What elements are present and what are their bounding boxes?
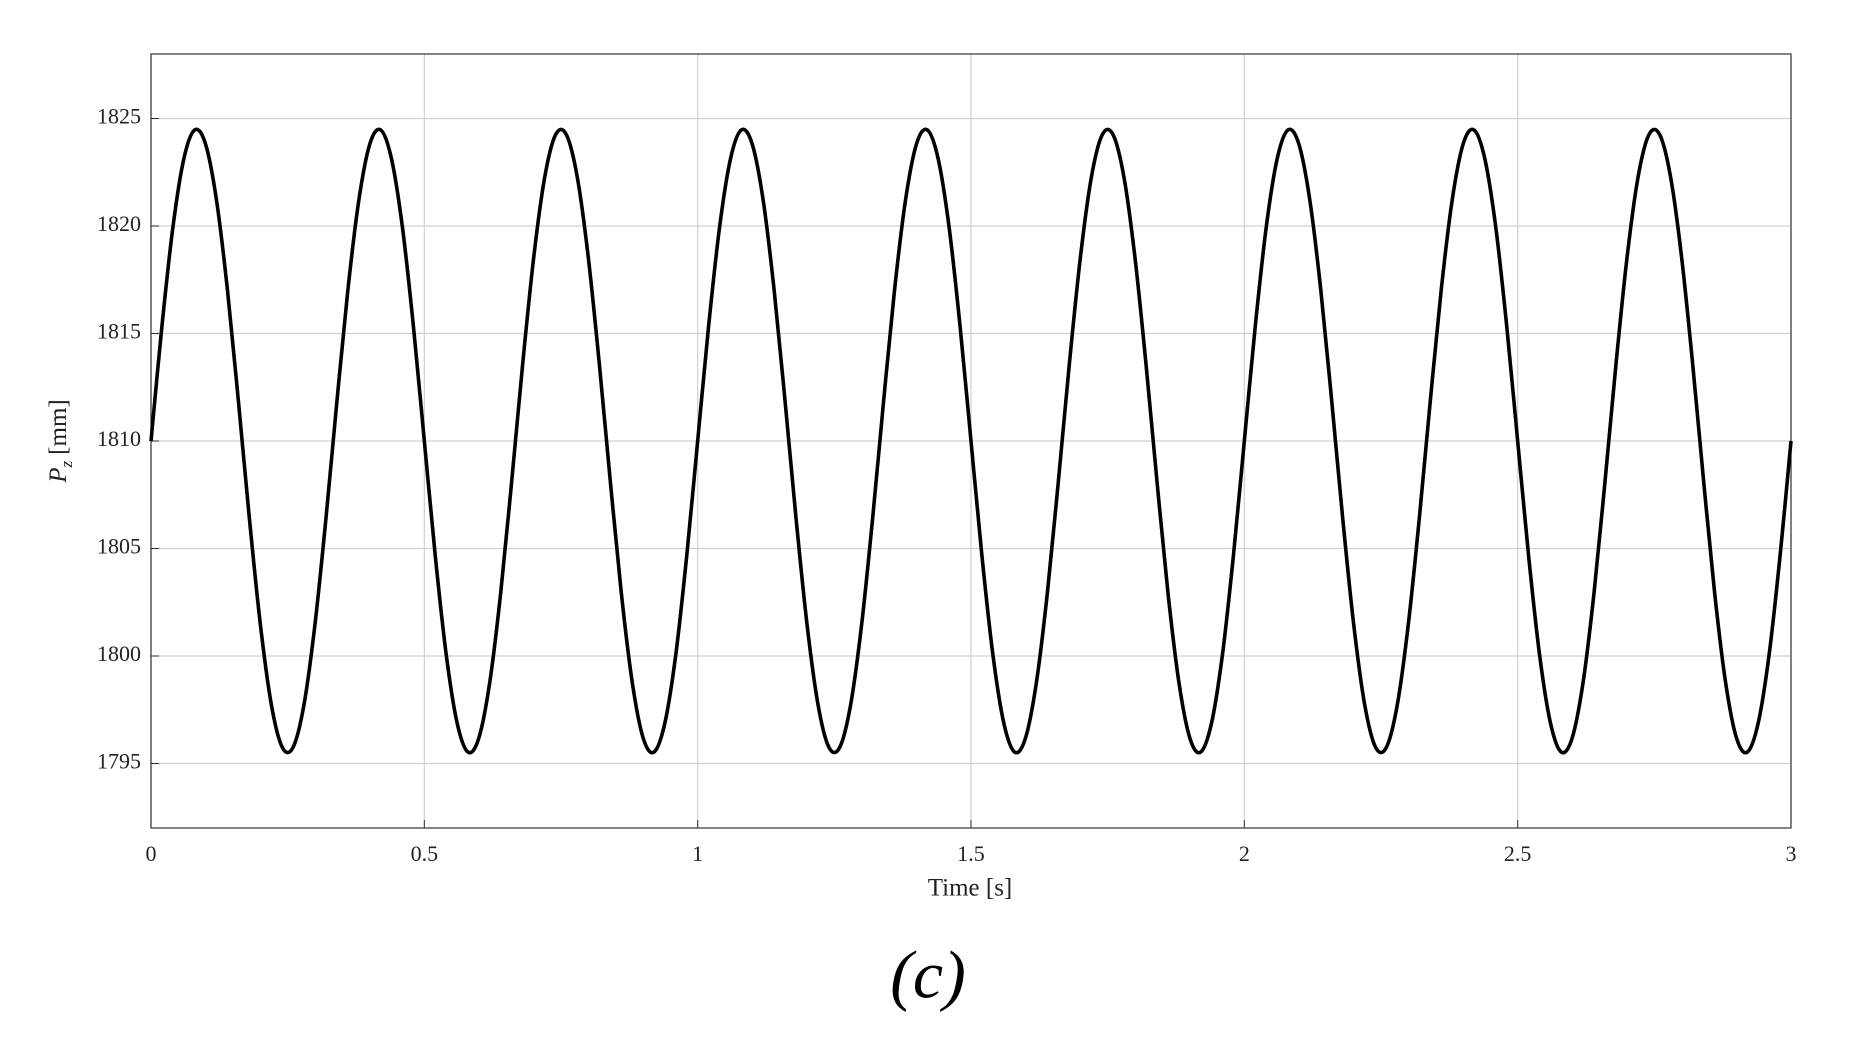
x-tick-label: 0.5 (411, 841, 439, 866)
y-tick-label: 1800 (97, 641, 141, 666)
x-tick-label: 1.5 (957, 841, 985, 866)
x-axis-label: Time [s] (928, 875, 1013, 902)
x-tick-label: 2 (1239, 841, 1250, 866)
caption: (c) (890, 937, 965, 1013)
y-tick-label: 1795 (97, 749, 141, 774)
y-axis-label: Pz [mm] (45, 399, 76, 483)
x-tick-label: 2.5 (1504, 841, 1532, 866)
y-label-symbol: P (45, 467, 72, 483)
y-label-unit: [mm] (45, 399, 72, 455)
y-tick-label: 1825 (97, 104, 141, 129)
x-tick-label: 1 (692, 841, 703, 866)
y-tick-label: 1805 (97, 534, 141, 559)
data-line (149, 127, 1793, 755)
y-tick-label: 1815 (97, 319, 141, 344)
y-tick-label: 1810 (97, 426, 141, 451)
x-tick-label: 0 (146, 841, 157, 866)
y-label-subscript: z (57, 460, 76, 468)
x-tick-label: 3 (1786, 841, 1797, 866)
y-tick-label: 1820 (97, 211, 141, 236)
